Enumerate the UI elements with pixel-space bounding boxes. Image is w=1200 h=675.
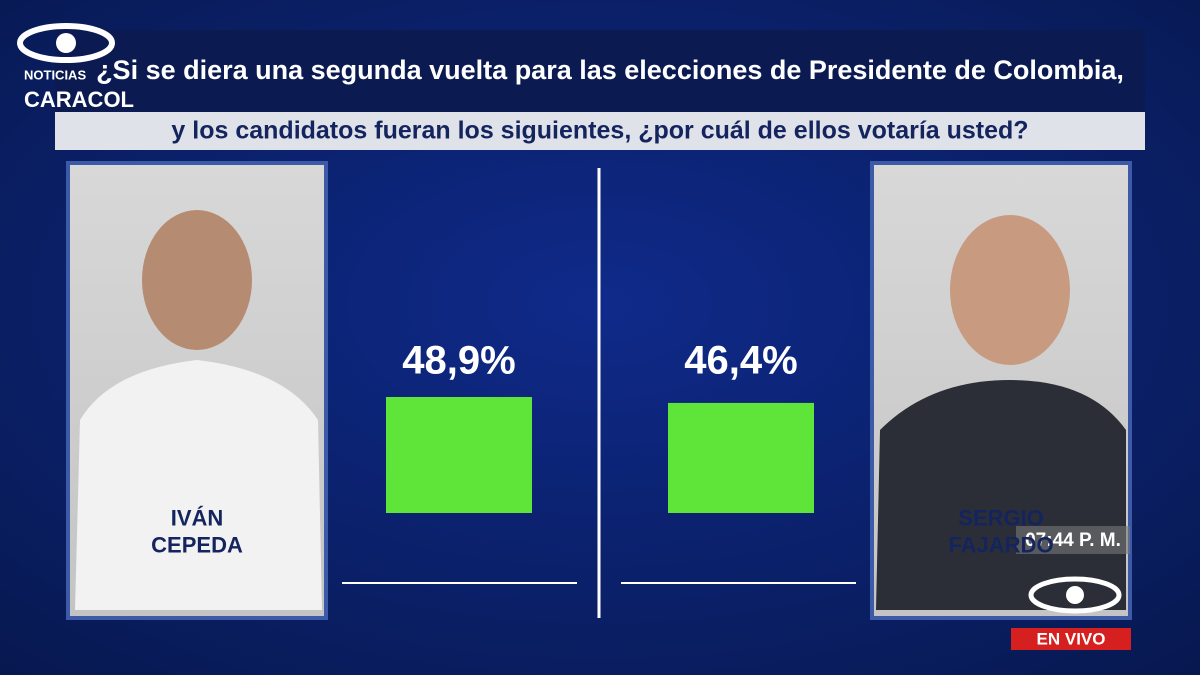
live-label: EN VIVO [1037, 629, 1106, 648]
bar [668, 402, 814, 513]
title-band [55, 30, 1145, 112]
title-line: ¿Si se diera una segunda vuelta para las… [96, 55, 1124, 85]
live-box [1011, 628, 1131, 650]
subtitle-band [55, 112, 1145, 150]
time-box [1016, 526, 1130, 554]
channel-bug [1028, 576, 1122, 614]
candidate-name: IVÁN CEPEDA [151, 505, 243, 557]
value-label: 48,9% [402, 339, 515, 383]
bar [386, 397, 532, 513]
title-line: y los candidatos fueran los siguientes, … [171, 117, 1028, 145]
logo-text: CARACOL [24, 87, 134, 112]
logo: NOTICIAS CARACOL [17, 23, 134, 112]
value-label: 46,4% [684, 339, 797, 383]
candidate-name: SERGIO FAJARDO [948, 505, 1053, 557]
time: 07:44 P. M. [1025, 530, 1121, 551]
logo-text: NOTICIAS [24, 67, 86, 82]
portrait [75, 210, 1126, 610]
